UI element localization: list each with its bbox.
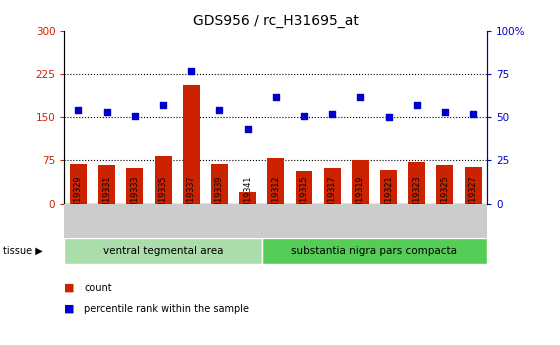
Point — [102, 109, 111, 115]
Text: ventral tegmental area: ventral tegmental area — [103, 246, 223, 256]
Point — [158, 102, 167, 108]
Point — [300, 113, 309, 118]
Bar — [408, 162, 425, 204]
Bar — [324, 168, 340, 204]
Text: GSM19333: GSM19333 — [130, 176, 139, 219]
Point — [384, 115, 393, 120]
Bar — [380, 170, 397, 204]
Point — [356, 94, 365, 99]
Text: GSM19337: GSM19337 — [186, 176, 196, 219]
Bar — [98, 165, 115, 204]
Text: tissue ▶: tissue ▶ — [3, 246, 43, 256]
Bar — [183, 85, 200, 204]
Text: GSM19312: GSM19312 — [271, 176, 281, 219]
Text: GSM19325: GSM19325 — [440, 176, 450, 219]
Bar — [296, 171, 312, 204]
Point — [328, 111, 337, 117]
Text: ■: ■ — [64, 304, 75, 314]
Text: ■: ■ — [64, 283, 75, 293]
Point — [130, 113, 139, 118]
Point — [469, 111, 478, 117]
Bar — [465, 167, 482, 204]
Text: GSM19339: GSM19339 — [215, 176, 224, 219]
Bar — [155, 156, 171, 204]
Text: GSM19327: GSM19327 — [469, 176, 478, 219]
Bar — [70, 165, 87, 204]
Point — [243, 127, 252, 132]
Point — [74, 108, 83, 113]
Bar — [127, 168, 143, 204]
Bar — [352, 160, 369, 204]
Text: GSM19341: GSM19341 — [243, 176, 252, 219]
FancyBboxPatch shape — [262, 238, 487, 264]
Text: GSM19315: GSM19315 — [300, 176, 309, 219]
Text: GSM19317: GSM19317 — [328, 176, 337, 219]
Text: GSM19329: GSM19329 — [74, 176, 83, 219]
Text: substantia nigra pars compacta: substantia nigra pars compacta — [291, 246, 458, 256]
Text: GSM19323: GSM19323 — [412, 176, 421, 219]
Point — [215, 108, 224, 113]
Point — [440, 109, 449, 115]
Bar — [436, 165, 454, 204]
FancyBboxPatch shape — [64, 238, 262, 264]
Point — [187, 68, 196, 73]
Point — [412, 102, 421, 108]
Text: GSM19319: GSM19319 — [356, 176, 365, 219]
Bar — [211, 165, 228, 204]
Text: percentile rank within the sample: percentile rank within the sample — [84, 304, 249, 314]
Text: count: count — [84, 283, 111, 293]
Bar — [267, 158, 284, 204]
Text: GDS956 / rc_H31695_at: GDS956 / rc_H31695_at — [193, 14, 359, 28]
Text: GSM19335: GSM19335 — [158, 176, 167, 219]
Text: GSM19321: GSM19321 — [384, 176, 393, 219]
Point — [271, 94, 280, 99]
Text: GSM19331: GSM19331 — [102, 176, 111, 219]
Bar — [239, 192, 256, 204]
